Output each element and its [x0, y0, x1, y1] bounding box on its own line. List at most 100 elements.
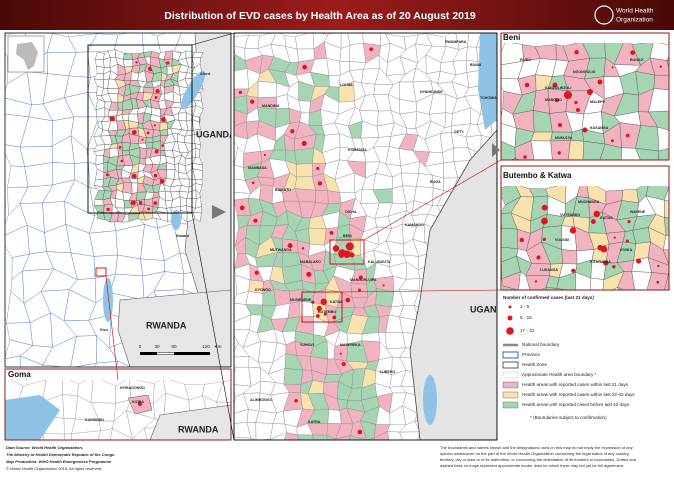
health-area — [126, 451, 154, 469]
health-area — [657, 126, 669, 152]
map-label: VUHOVI — [300, 343, 314, 347]
health-area — [296, 434, 314, 440]
case-dot — [239, 205, 245, 211]
health-area — [273, 289, 291, 307]
health-area — [617, 271, 635, 290]
health-area — [257, 438, 271, 440]
health-area — [73, 362, 97, 367]
map-label: MABOLIO — [545, 98, 562, 102]
health-area — [192, 212, 202, 222]
case-dot — [131, 173, 137, 179]
panel-frame — [500, 32, 670, 161]
case-dot — [523, 155, 527, 159]
case-dot — [625, 239, 629, 243]
health-area — [233, 451, 260, 466]
health-area — [159, 128, 169, 136]
scale-bar — [140, 352, 210, 355]
map-label: KATWA — [600, 216, 613, 220]
case-dot — [656, 280, 660, 284]
legend-swatch — [502, 361, 519, 369]
health-area — [143, 86, 154, 94]
map-label: Beni — [503, 33, 520, 42]
health-area — [19, 355, 44, 367]
org-name: World Health — [616, 8, 654, 15]
health-area — [550, 140, 571, 160]
case-dot — [130, 200, 136, 206]
map-label: KOMANDA — [348, 148, 367, 152]
map-label: RWAMPARA — [445, 40, 467, 44]
map-label: MANDIMA — [262, 104, 280, 108]
health-area — [392, 453, 407, 462]
case-dot — [627, 220, 631, 224]
arrow — [492, 143, 500, 157]
health-area — [404, 452, 414, 462]
health-area — [648, 110, 669, 131]
case-dot — [106, 207, 110, 212]
case-dot — [105, 173, 109, 177]
lake — [103, 278, 113, 322]
health-area — [246, 422, 257, 440]
who-logo — [594, 5, 614, 25]
case-dot — [153, 201, 158, 205]
case-dot — [316, 305, 322, 312]
legend-swatch — [502, 371, 519, 379]
case-dot — [311, 300, 315, 304]
health-area — [308, 227, 327, 246]
health-area — [216, 380, 231, 403]
disclaimer: The boundaries and names shown and the d… — [440, 445, 633, 450]
goma-box — [95, 267, 107, 277]
case-dot — [238, 90, 243, 95]
health-area — [131, 427, 148, 440]
health-area — [568, 140, 585, 160]
case-dot — [323, 312, 327, 316]
map-label: BOGA — [430, 180, 441, 184]
health-area — [668, 109, 669, 112]
health-area — [373, 431, 390, 440]
case-dot — [349, 252, 355, 258]
legend-dot — [506, 327, 514, 335]
map-label: NYANKUNDE — [420, 90, 443, 94]
map-label: 30 — [154, 344, 160, 349]
map-label: BUNIA — [470, 63, 482, 67]
case-dot — [590, 219, 596, 224]
panel-frame — [4, 32, 232, 368]
health-area — [115, 224, 145, 260]
header-bar — [0, 0, 674, 30]
health-area — [664, 289, 674, 309]
map-label: RWANDA — [178, 424, 219, 434]
map-label: VULINDI — [555, 238, 569, 242]
case-dot — [576, 108, 580, 112]
map-label: MASEREKA — [340, 343, 361, 347]
case-dot — [341, 362, 346, 367]
map-label: LUKANGA — [540, 268, 558, 272]
health-area — [198, 450, 225, 473]
case-dot — [153, 173, 158, 178]
case-dot — [329, 230, 334, 235]
zoom-line — [191, 32, 235, 46]
disclaimer: opinion whatsoever on the part of the Wo… — [440, 451, 630, 456]
case-dot — [536, 255, 541, 260]
health-area — [312, 434, 328, 440]
health-area — [327, 190, 342, 205]
health-area — [301, 451, 314, 467]
health-area — [444, 112, 453, 129]
legend-swatch — [502, 401, 519, 409]
health-area — [42, 335, 77, 367]
case-dot — [582, 127, 588, 133]
health-area — [366, 437, 376, 440]
case-dot — [357, 429, 363, 435]
map-label: BIAKATO — [275, 188, 291, 192]
health-area — [71, 430, 102, 440]
zoom-box — [301, 291, 343, 323]
health-area — [583, 164, 604, 185]
health-area — [361, 332, 381, 343]
health-area — [337, 445, 349, 466]
map-label: MUTWANGA — [270, 248, 292, 252]
case-dot — [155, 89, 160, 94]
health-area — [24, 162, 54, 188]
health-area — [662, 249, 669, 266]
case-dot — [253, 218, 258, 223]
neighbour-country — [409, 129, 497, 440]
health-area — [152, 456, 173, 469]
